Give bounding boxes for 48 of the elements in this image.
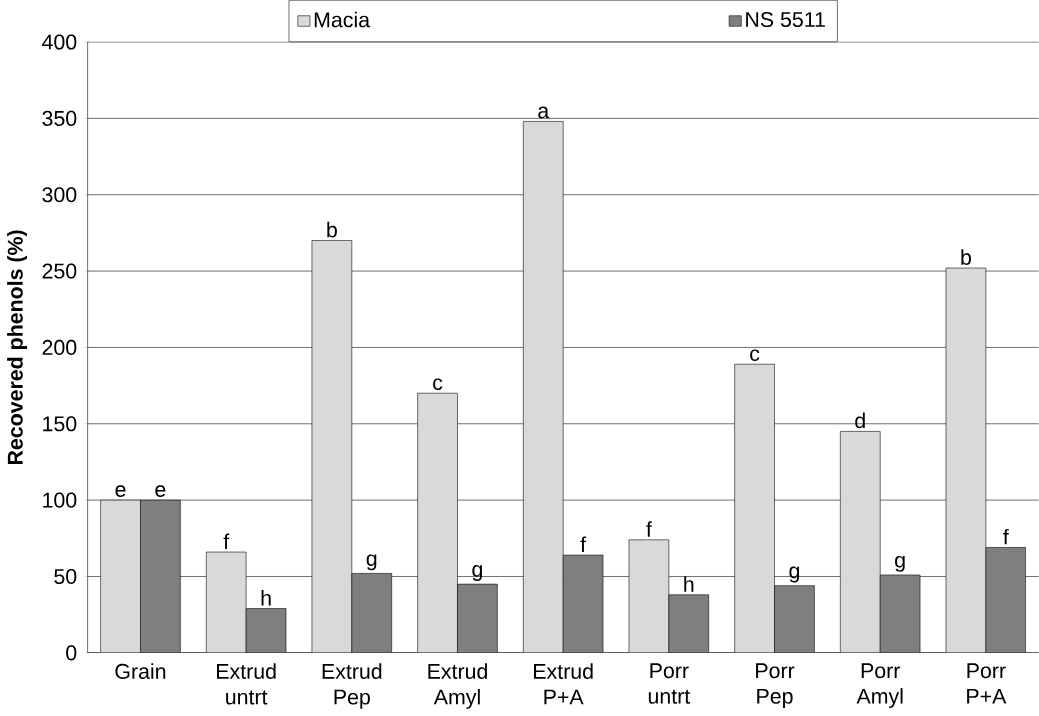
data-label: h [261, 589, 271, 606]
data-label: f [580, 536, 587, 552]
bar [628, 539, 670, 653]
x-tick-label: Porr P+A [967, 663, 1007, 704]
y-tick-label: 200 [42, 339, 77, 356]
data-label: e [155, 485, 166, 498]
data-label: b [327, 221, 337, 238]
y-tick-label: 0 [66, 645, 77, 661]
data-label: f [1003, 528, 1009, 545]
data-label: f [646, 521, 652, 537]
data-label: d [855, 412, 865, 429]
x-tick-label: Porr untrt [648, 663, 691, 704]
x-tick-label: Porr Amyl [856, 663, 903, 709]
x-tick-label: Extrud untrt [217, 663, 276, 705]
y-tick-label: 50 [54, 568, 77, 585]
x-tick-label: Extrud Pep [322, 663, 382, 709]
bar [311, 240, 353, 653]
bar [523, 121, 564, 653]
x-tick-label: Grain [115, 663, 166, 679]
x-tick-label: Extrud P+A [534, 663, 593, 705]
y-tick-label: 300 [42, 187, 77, 203]
data-label: g [895, 555, 905, 572]
bar [100, 499, 141, 653]
data-label: g [789, 566, 800, 583]
data-label: h [684, 576, 694, 592]
bar [417, 392, 458, 653]
data-label: a [538, 106, 550, 119]
x-tick-label: Extrud Amyl [428, 663, 487, 709]
bar [734, 363, 775, 653]
bar [840, 431, 881, 653]
legend-label: NS 5511 [746, 11, 825, 28]
y-tick-label: 250 [42, 263, 77, 279]
data-label: e [115, 485, 126, 498]
data-label: f [223, 533, 230, 549]
y-tick-label: 100 [43, 492, 77, 508]
data-label: c [750, 349, 760, 362]
bar [945, 267, 987, 653]
bar [205, 551, 247, 653]
data-label: g [472, 565, 482, 581]
data-label: g [366, 554, 377, 571]
data-label: c [433, 378, 443, 391]
data-label: b [961, 249, 971, 265]
y-tick-label: 150 [43, 416, 77, 432]
legend-label: Macia [314, 11, 371, 28]
y-tick-label: 350 [42, 110, 77, 126]
y-tick-label: 400 [42, 34, 77, 50]
x-tick-label: Porr Pep [756, 663, 795, 709]
y-axis-title: Recovered phenols (%) [7, 230, 28, 465]
